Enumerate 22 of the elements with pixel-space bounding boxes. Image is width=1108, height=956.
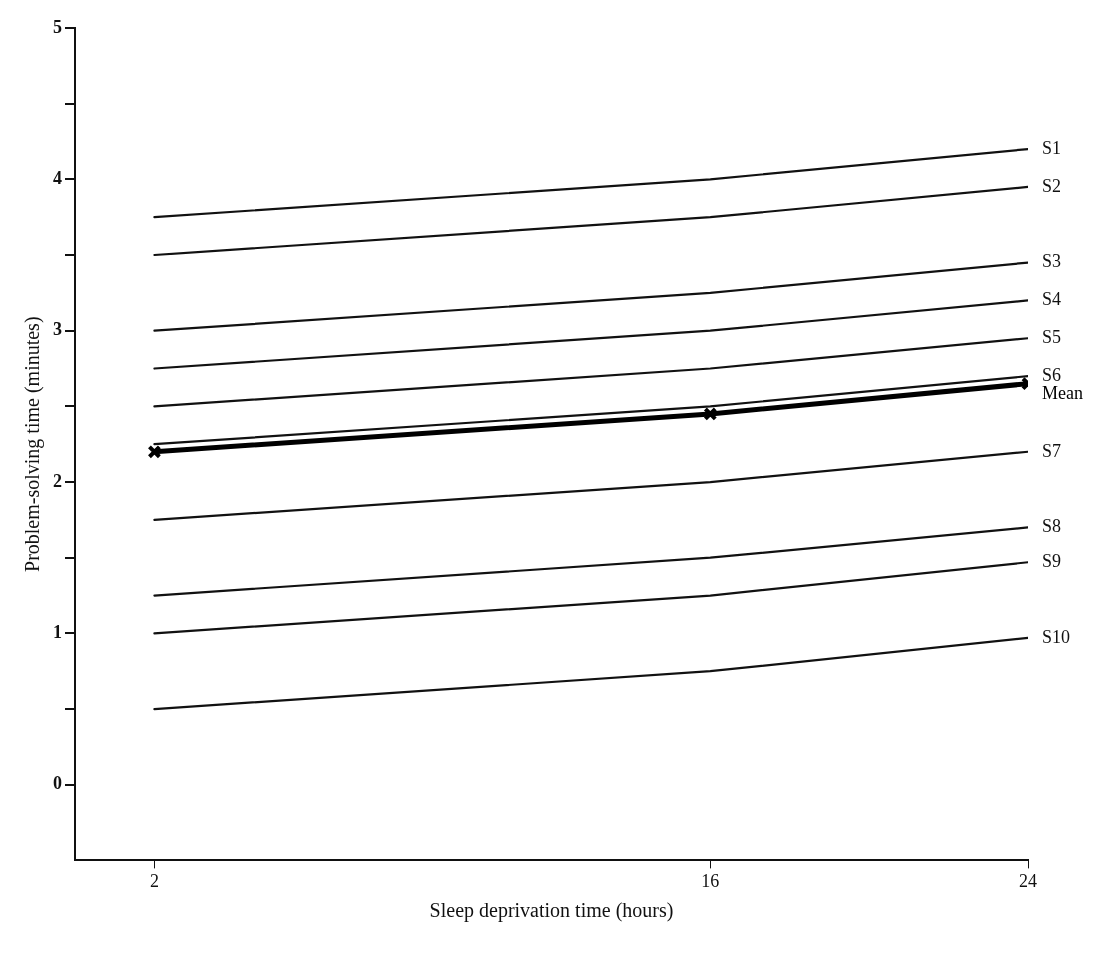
series-label: S6 [1042, 364, 1062, 385]
series-label: S7 [1042, 440, 1062, 461]
series-label: S3 [1042, 251, 1062, 272]
series-label: Mean [1042, 382, 1083, 403]
series-label: S4 [1042, 289, 1062, 310]
series-label: S5 [1042, 326, 1062, 347]
series-label: S8 [1042, 516, 1062, 537]
series-label: S9 [1042, 550, 1062, 571]
y-tick-label: 2 [53, 470, 62, 491]
y-tick-label: 3 [53, 319, 62, 340]
series-label: S2 [1042, 175, 1062, 196]
y-tick-label: 4 [53, 168, 62, 188]
x-axis-title: Sleep deprivation time (hours) [429, 899, 674, 923]
series-label: S1 [1042, 137, 1062, 158]
x-tick-label: 24 [1019, 870, 1037, 891]
x-tick-label: 2 [149, 870, 159, 891]
y-tick-label: 5 [53, 16, 62, 37]
y-tick-label: 0 [53, 773, 62, 794]
y-axis-title: Problem-solving time (minutes) [21, 316, 45, 572]
x-tick-label: 16 [701, 870, 720, 891]
series-label: S10 [1042, 626, 1071, 647]
y-tick-label: 1 [53, 622, 62, 643]
